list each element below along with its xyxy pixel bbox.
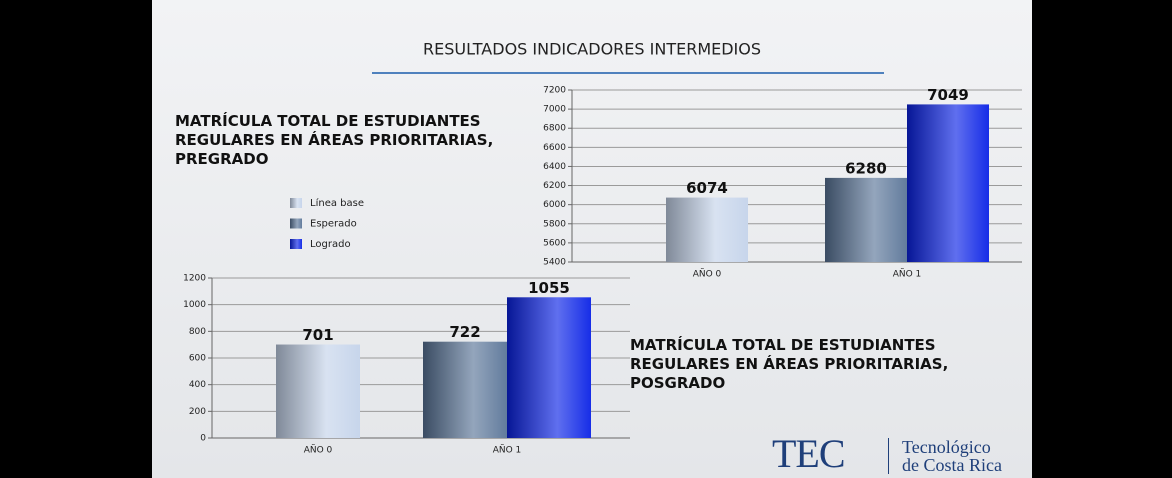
- y-tick-label: 6600: [543, 143, 566, 153]
- legend-swatch-shine: [290, 218, 302, 229]
- bar-shine: [825, 177, 907, 262]
- value-label: 6280: [845, 159, 887, 177]
- bar-shine: [276, 344, 360, 438]
- y-tick-label: 6800: [543, 124, 566, 134]
- bar-shine: [666, 197, 748, 262]
- y-tick-label: 600: [189, 354, 206, 364]
- y-tick-label: 6400: [543, 162, 566, 172]
- y-tick-label: 6000: [543, 200, 566, 210]
- x-tick-label: AÑO 1: [893, 269, 922, 280]
- slide-title: RESULTADOS INDICADORES INTERMEDIOS: [423, 40, 761, 59]
- legend-swatch-shine: [290, 198, 302, 208]
- y-tick-label: 800: [189, 327, 206, 337]
- x-tick-label: AÑO 1: [493, 445, 522, 456]
- logo-mark: TEC: [772, 431, 846, 476]
- logo-text: Tecnológico: [902, 437, 991, 457]
- y-tick-label: 5400: [543, 258, 566, 268]
- y-tick-label: 7000: [543, 105, 566, 115]
- bar-shine: [423, 341, 507, 438]
- bar-shine: [507, 297, 591, 438]
- x-tick-label: AÑO 0: [693, 269, 722, 280]
- bar-shine: [907, 104, 989, 262]
- logo-text: de Costa Rica: [902, 455, 1002, 475]
- value-label: 7049: [927, 86, 969, 104]
- legend-label: Esperado: [310, 219, 357, 230]
- value-label: 722: [449, 323, 480, 341]
- chart-title: MATRÍCULA TOTAL DE ESTUDIANTES REGULARES…: [175, 112, 494, 168]
- value-label: 1055: [528, 279, 570, 297]
- y-tick-label: 400: [189, 380, 206, 390]
- y-tick-label: 5800: [543, 219, 566, 229]
- legend-swatch-shine: [290, 239, 302, 249]
- x-tick-label: AÑO 0: [304, 445, 333, 456]
- y-tick-label: 6200: [543, 181, 566, 191]
- y-tick-label: 1000: [183, 300, 206, 310]
- chart-title: MATRÍCULA TOTAL DE ESTUDIANTES REGULARES…: [630, 336, 949, 392]
- y-tick-label: 200: [189, 407, 206, 417]
- y-tick-label: 1200: [183, 274, 206, 284]
- value-label: 6074: [686, 179, 728, 197]
- value-label: 701: [302, 326, 333, 344]
- y-tick-label: 0: [200, 434, 206, 444]
- logo-divider: [888, 438, 889, 474]
- y-tick-label: 5600: [543, 238, 566, 248]
- y-tick-label: 7200: [543, 86, 566, 96]
- legend-label: Logrado: [310, 239, 351, 250]
- legend-label: Línea base: [310, 197, 364, 209]
